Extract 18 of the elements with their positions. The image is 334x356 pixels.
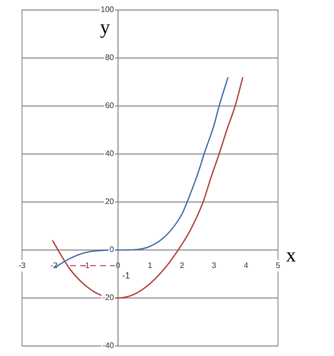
x-tick-label: 2 [180, 261, 185, 270]
x-tick-label: 3 [212, 261, 217, 270]
line-series [52, 76, 244, 299]
x-tick-label: -3 [18, 261, 26, 270]
x-axis-title: x [286, 244, 296, 266]
y-tick-label: 100 [100, 5, 115, 14]
x-tick-label: 4 [244, 261, 249, 270]
y-tick-label: 40 [105, 149, 115, 158]
x-tick-label: 5 [276, 261, 281, 270]
x-tick-label: 1 [148, 261, 153, 270]
y-tick-label: -40 [102, 341, 115, 350]
annotation: -1 [122, 270, 130, 280]
y-tick-label: -20 [102, 293, 115, 302]
y-tick-label: 60 [105, 101, 115, 110]
y-tick-label: 0 [110, 245, 115, 254]
y-tick-label: 20 [105, 197, 115, 206]
y-axis-title: y [100, 16, 110, 38]
y-tick-label: 80 [105, 53, 115, 62]
